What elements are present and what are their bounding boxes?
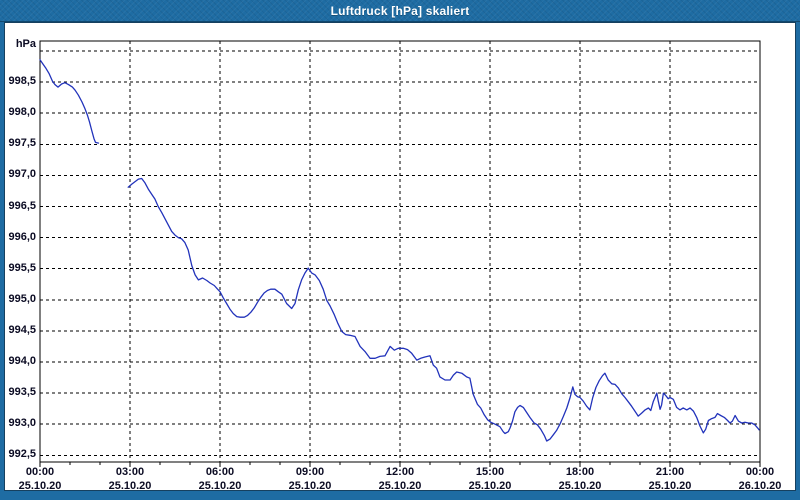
x-tick-date-label: 25.10.20 <box>288 480 332 492</box>
x-tick-time-label: 12:00 <box>385 466 415 478</box>
y-tick-label: 993,0 <box>8 417 36 430</box>
y-tick-label: 993,5 <box>8 386 36 399</box>
y-tick-label: 997,5 <box>8 137 36 150</box>
y-tick-label: 996,0 <box>8 230 36 243</box>
y-tick-label: 994,0 <box>8 355 36 367</box>
y-tick-label: 998,0 <box>8 106 36 119</box>
title-bar[interactable]: Luftdruck [hPa] skaliert <box>0 0 800 22</box>
x-tick-date-label: 25.10.20 <box>198 480 242 492</box>
x-tick-date-label: 25.10.20 <box>558 480 602 492</box>
x-tick-time-label: 00:00 <box>745 466 775 478</box>
x-tick-time-label: 06:00 <box>205 466 235 478</box>
y-tick-label: 997,0 <box>8 168 36 181</box>
x-tick-date-label: 25.10.20 <box>648 480 692 492</box>
y-tick-label: 994,5 <box>8 323 36 336</box>
x-tick-date-label: 25.10.20 <box>108 480 152 492</box>
x-tick-date-label: 25.10.20 <box>378 480 422 492</box>
x-tick-time-label: 03:00 <box>115 466 145 478</box>
y-tick-label: 995,5 <box>8 261 36 274</box>
y-tick-label: 995,0 <box>8 292 36 305</box>
y-axis-unit-label: hPa <box>15 38 36 50</box>
x-tick-date-label: 25.10.20 <box>468 480 512 492</box>
x-tick-date-label: 25.10.20 <box>18 480 62 492</box>
x-tick-date-label: 26.10.20 <box>738 480 782 492</box>
y-tick-label: 992,5 <box>8 448 36 461</box>
window-title: Luftdruck [hPa] skaliert <box>330 3 470 18</box>
chart-plot-area[interactable] <box>40 41 760 462</box>
y-tick-label: 998,5 <box>8 75 36 88</box>
x-tick-time-label: 00:00 <box>25 466 55 478</box>
x-tick-time-label: 15:00 <box>475 466 505 478</box>
x-tick-time-label: 09:00 <box>295 466 325 478</box>
y-tick-label: 996,5 <box>8 199 36 212</box>
x-tick-time-label: 18:00 <box>565 466 595 478</box>
x-tick-time-label: 21:00 <box>655 466 685 478</box>
